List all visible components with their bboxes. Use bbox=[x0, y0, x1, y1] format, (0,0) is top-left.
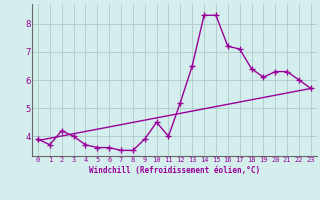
X-axis label: Windchill (Refroidissement éolien,°C): Windchill (Refroidissement éolien,°C) bbox=[89, 166, 260, 175]
